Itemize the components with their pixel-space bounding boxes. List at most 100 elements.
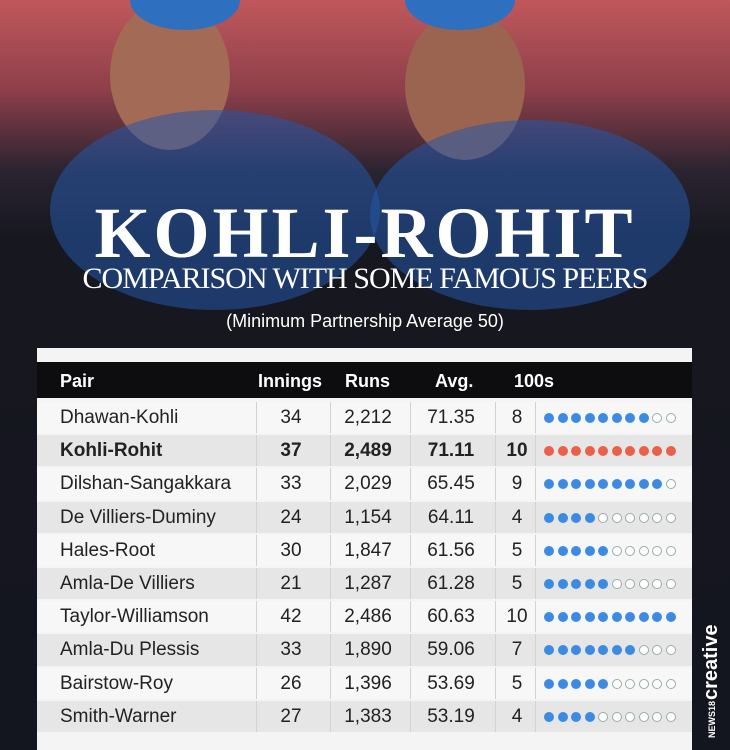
table-cell: 5 [511,573,523,594]
table-cell: 33 [280,639,302,661]
hundred-dot [584,446,595,457]
hundred-dot [652,479,662,490]
table-cell: 5 [511,672,523,694]
cell-divider [535,534,536,566]
hundred-dot [571,512,581,523]
cell-divider [330,634,331,666]
hundred-dot [652,645,662,656]
cell-divider [535,700,536,732]
cell-divider [330,501,331,533]
hundred-dot [557,678,568,689]
cell-divider [495,568,496,600]
hundred-dot [665,645,676,656]
cell-divider [256,700,257,732]
cell-divider [330,568,331,600]
cell-divider [495,501,496,533]
hundred-dot [625,512,635,523]
table-cell: 1,154 [344,506,392,528]
cell-divider [410,700,411,732]
hundred-dot [544,512,554,523]
table-cell: 7 [511,639,523,661]
hundred-dot [652,579,662,589]
hundred-dot [598,413,608,423]
cell-divider [535,435,536,467]
table-cell: 2,489 [344,440,392,462]
table-cell: 9 [511,473,523,495]
cell-divider [330,402,331,434]
hundred-dot [665,612,676,623]
hundred-dot [584,711,595,722]
hundred-dot [584,479,595,490]
cell-divider [330,468,331,500]
hundred-dot [611,678,622,689]
cell-divider [256,468,257,500]
cell-divider [410,534,411,566]
table-row [37,534,692,566]
cell-divider [535,501,536,533]
table-cell: 27 [280,705,302,727]
table-cell: 2,486 [344,606,392,628]
pair-name: Amla-De Villiers [60,573,195,594]
hundred-dot [652,413,662,423]
column-header: Innings [258,371,322,391]
hundred-dot [611,446,622,457]
table-cell: 71.11 [427,440,475,462]
hundred-dot [571,711,581,722]
hundred-dot [584,413,595,423]
column-header: Avg. [435,371,474,391]
hundred-dot [598,612,608,623]
table-cell: 1,287 [344,573,392,594]
hundred-dot [625,413,635,423]
table-row [37,700,692,732]
table-cell: 42 [280,606,302,628]
table-cell: 2,029 [344,473,392,495]
hundred-dot [557,446,568,457]
brand: NEWS18 creative [700,624,722,738]
hundred-dot [638,645,649,656]
hundred-dot [598,479,608,490]
hundred-dot [571,612,581,623]
table-cell: 65.45 [427,473,475,495]
hundred-dot [611,645,622,656]
hundred-dot [584,645,595,656]
hundred-dot [638,512,649,523]
hundred-dot [625,479,635,490]
hundred-dot [598,711,608,722]
hundred-dot [544,645,554,656]
subtitle: COMPARISON WITH SOME FAMOUS PEERS [82,262,649,295]
cell-divider [330,667,331,699]
table-cell: 24 [280,506,302,528]
hundred-dot [598,512,608,523]
column-header: Runs [345,371,390,391]
table-cell: 34 [280,407,302,428]
note: (Minimum Partnership Average 50) [226,311,504,331]
table-row [37,468,692,500]
pair-name: Taylor-Williamson [60,606,209,628]
hundred-dot [598,645,608,656]
table-cell: 61.56 [427,539,475,561]
cell-divider [535,601,536,633]
table-cell: 30 [280,539,302,561]
hundred-dot [652,711,662,722]
table-row [37,568,692,600]
table-row [37,667,692,699]
table-row [37,501,692,533]
brand-label: creative [700,624,722,700]
hundred-dot [557,645,568,656]
hundred-dot [544,413,554,423]
hundred-dot [557,711,568,722]
hundred-dot [598,545,608,556]
table-cell: 26 [280,672,302,694]
pair-name: Dhawan-Kohli [60,407,179,428]
hundred-dot [584,678,595,689]
hundred-dot [544,612,554,623]
pair-name: Dilshan-Sangakkara [60,473,232,495]
hundred-dot [584,579,595,589]
hundred-dot [557,545,568,556]
cell-divider [330,435,331,467]
table-cell: 1,396 [344,672,392,694]
cell-divider [410,468,411,500]
hundred-dot [665,545,676,556]
title: KOHLI-ROHIT [94,193,636,273]
